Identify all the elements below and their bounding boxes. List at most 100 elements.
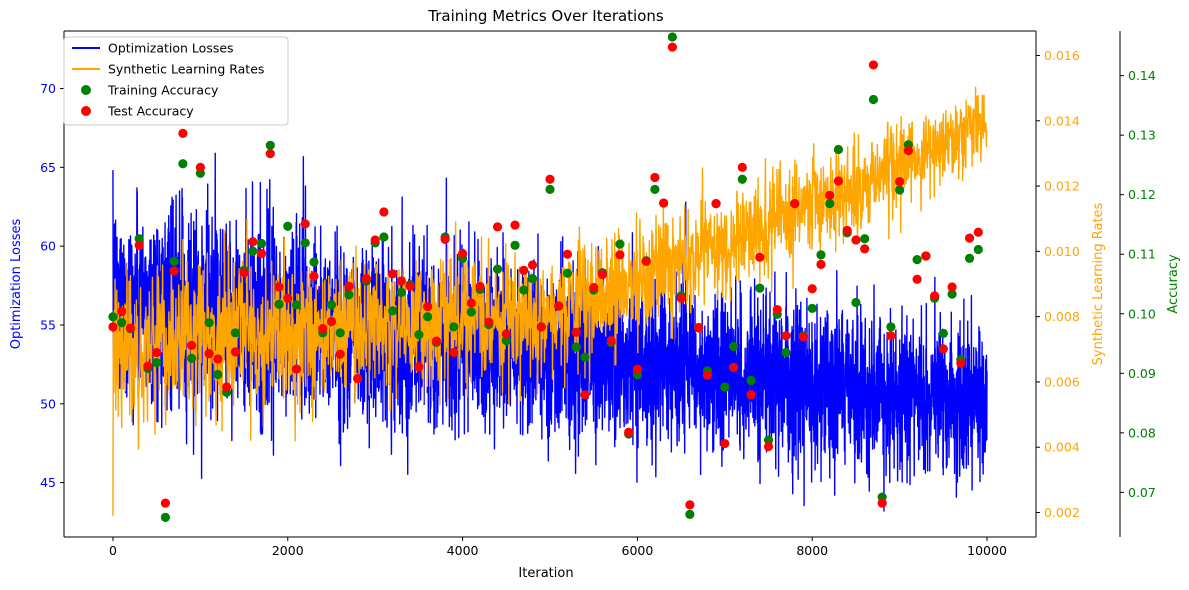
test-acc-point-41 (466, 298, 476, 308)
train-acc-point-98 (964, 253, 975, 263)
train-acc-point-7 (169, 256, 179, 266)
loss-line (112, 152, 988, 512)
y-right-tick-label-2: 0.006 (1044, 374, 1080, 389)
chart-title: Training Metrics Over Iterations (427, 7, 664, 25)
x-tick-label-0: 0 (109, 543, 117, 558)
test-acc-point-17 (256, 249, 267, 259)
train-acc-point-20 (283, 221, 293, 231)
train-acc-point-58 (615, 239, 625, 249)
y-left-tick-label-3: 60 (40, 239, 56, 254)
x-tick-label-5: 10000 (967, 543, 1007, 558)
y-accuracy-tick-label-1: 0.08 (1128, 425, 1156, 440)
y-right-tick-label-6: 0.014 (1044, 113, 1080, 128)
scatter-layer (108, 32, 983, 522)
y-axis-left-label: Optimization Losses (9, 218, 24, 349)
y-accuracy-tick-label-6: 0.13 (1128, 128, 1156, 143)
test-acc-point-93 (921, 251, 931, 261)
x-tick-label-3: 6000 (622, 543, 654, 558)
test-acc-point-74 (755, 252, 765, 262)
test-acc-point-40 (457, 249, 468, 259)
train-acc-point-75 (763, 435, 774, 445)
test-acc-point-78 (790, 199, 800, 209)
test-acc-point-43 (484, 317, 494, 327)
test-acc-point-37 (431, 336, 441, 346)
test-acc-point-4 (143, 361, 153, 371)
y-axis-accuracy-label: Accuracy (1166, 254, 1181, 314)
train-acc-point-0 (108, 312, 118, 322)
test-acc-point-27 (344, 281, 354, 291)
test-acc-point-55 (589, 282, 599, 293)
test-acc-point-75 (763, 441, 774, 452)
test-acc-point-62 (650, 172, 660, 183)
test-acc-point-61 (641, 256, 651, 266)
test-acc-point-22 (300, 219, 310, 229)
test-acc-point-79 (798, 332, 809, 342)
train-acc-point-36 (423, 312, 433, 322)
test-acc-point-54 (580, 390, 590, 400)
test-acc-point-67 (694, 323, 704, 333)
test-acc-point-72 (737, 162, 747, 172)
legend-marker-test-acc (81, 106, 91, 116)
test-acc-point-1 (117, 306, 127, 316)
train-acc-point-11 (204, 318, 214, 328)
test-acc-point-76 (772, 305, 782, 315)
y-accuracy-tick-label-5: 0.12 (1128, 187, 1156, 202)
test-acc-point-34 (405, 281, 415, 291)
test-acc-point-38 (440, 234, 450, 244)
train-acc-point-95 (938, 328, 948, 339)
train-acc-point-44 (492, 264, 503, 274)
train-acc-point-18 (265, 140, 275, 150)
test-acc-point-31 (379, 207, 389, 217)
x-axis-label: Iteration (518, 566, 573, 581)
test-acc-point-94 (930, 291, 940, 301)
test-acc-point-5 (152, 347, 162, 358)
test-acc-point-15 (239, 268, 249, 278)
test-acc-point-23 (309, 271, 319, 281)
train-acc-point-87 (868, 94, 879, 105)
test-acc-point-85 (851, 235, 861, 245)
train-acc-point-21 (291, 300, 302, 310)
train-acc-point-25 (326, 300, 337, 310)
train-acc-point-27 (344, 290, 354, 300)
line-layer (112, 86, 988, 516)
train-acc-point-53 (571, 342, 581, 352)
legend-frame (63, 36, 289, 126)
test-acc-point-18 (265, 149, 275, 159)
test-acc-point-96 (947, 282, 957, 292)
legend-label-lr: Synthetic Learning Rates (108, 62, 264, 77)
test-acc-point-88 (877, 498, 887, 508)
test-acc-point-32 (388, 269, 398, 279)
train-acc-point-77 (781, 347, 791, 358)
test-acc-point-39 (449, 347, 459, 358)
lr-line (112, 86, 988, 516)
train-acc-point-31 (379, 232, 389, 242)
train-acc-point-35 (414, 330, 424, 340)
x-tick-label-2: 4000 (447, 543, 479, 558)
test-acc-point-57 (606, 335, 616, 346)
train-acc-point-23 (309, 257, 319, 267)
test-acc-point-99 (973, 227, 983, 237)
y-accuracy-tick-label-3: 0.10 (1128, 306, 1156, 321)
y-left-tick-label-4: 65 (40, 160, 56, 175)
test-acc-point-9 (187, 340, 197, 350)
train-acc-point-90 (895, 185, 905, 195)
y-right-tick-label-4: 0.010 (1044, 244, 1080, 259)
y-accuracy-tick-label-4: 0.11 (1128, 247, 1156, 262)
test-acc-point-8 (178, 128, 188, 138)
train-acc-point-85 (851, 297, 861, 308)
train-acc-point-99 (973, 244, 983, 255)
test-acc-point-10 (195, 162, 205, 172)
test-acc-point-86 (860, 244, 870, 254)
train-acc-point-33 (396, 287, 406, 297)
test-acc-point-47 (519, 265, 529, 275)
train-acc-point-17 (256, 238, 267, 249)
test-acc-point-53 (571, 327, 581, 337)
test-acc-point-81 (816, 259, 826, 269)
test-acc-point-84 (842, 225, 852, 236)
train-acc-point-73 (746, 375, 756, 386)
test-acc-point-19 (274, 282, 284, 292)
train-acc-point-70 (720, 382, 730, 392)
legend-label-test-acc: Test Accuracy (107, 104, 194, 119)
test-acc-point-59 (624, 427, 634, 437)
